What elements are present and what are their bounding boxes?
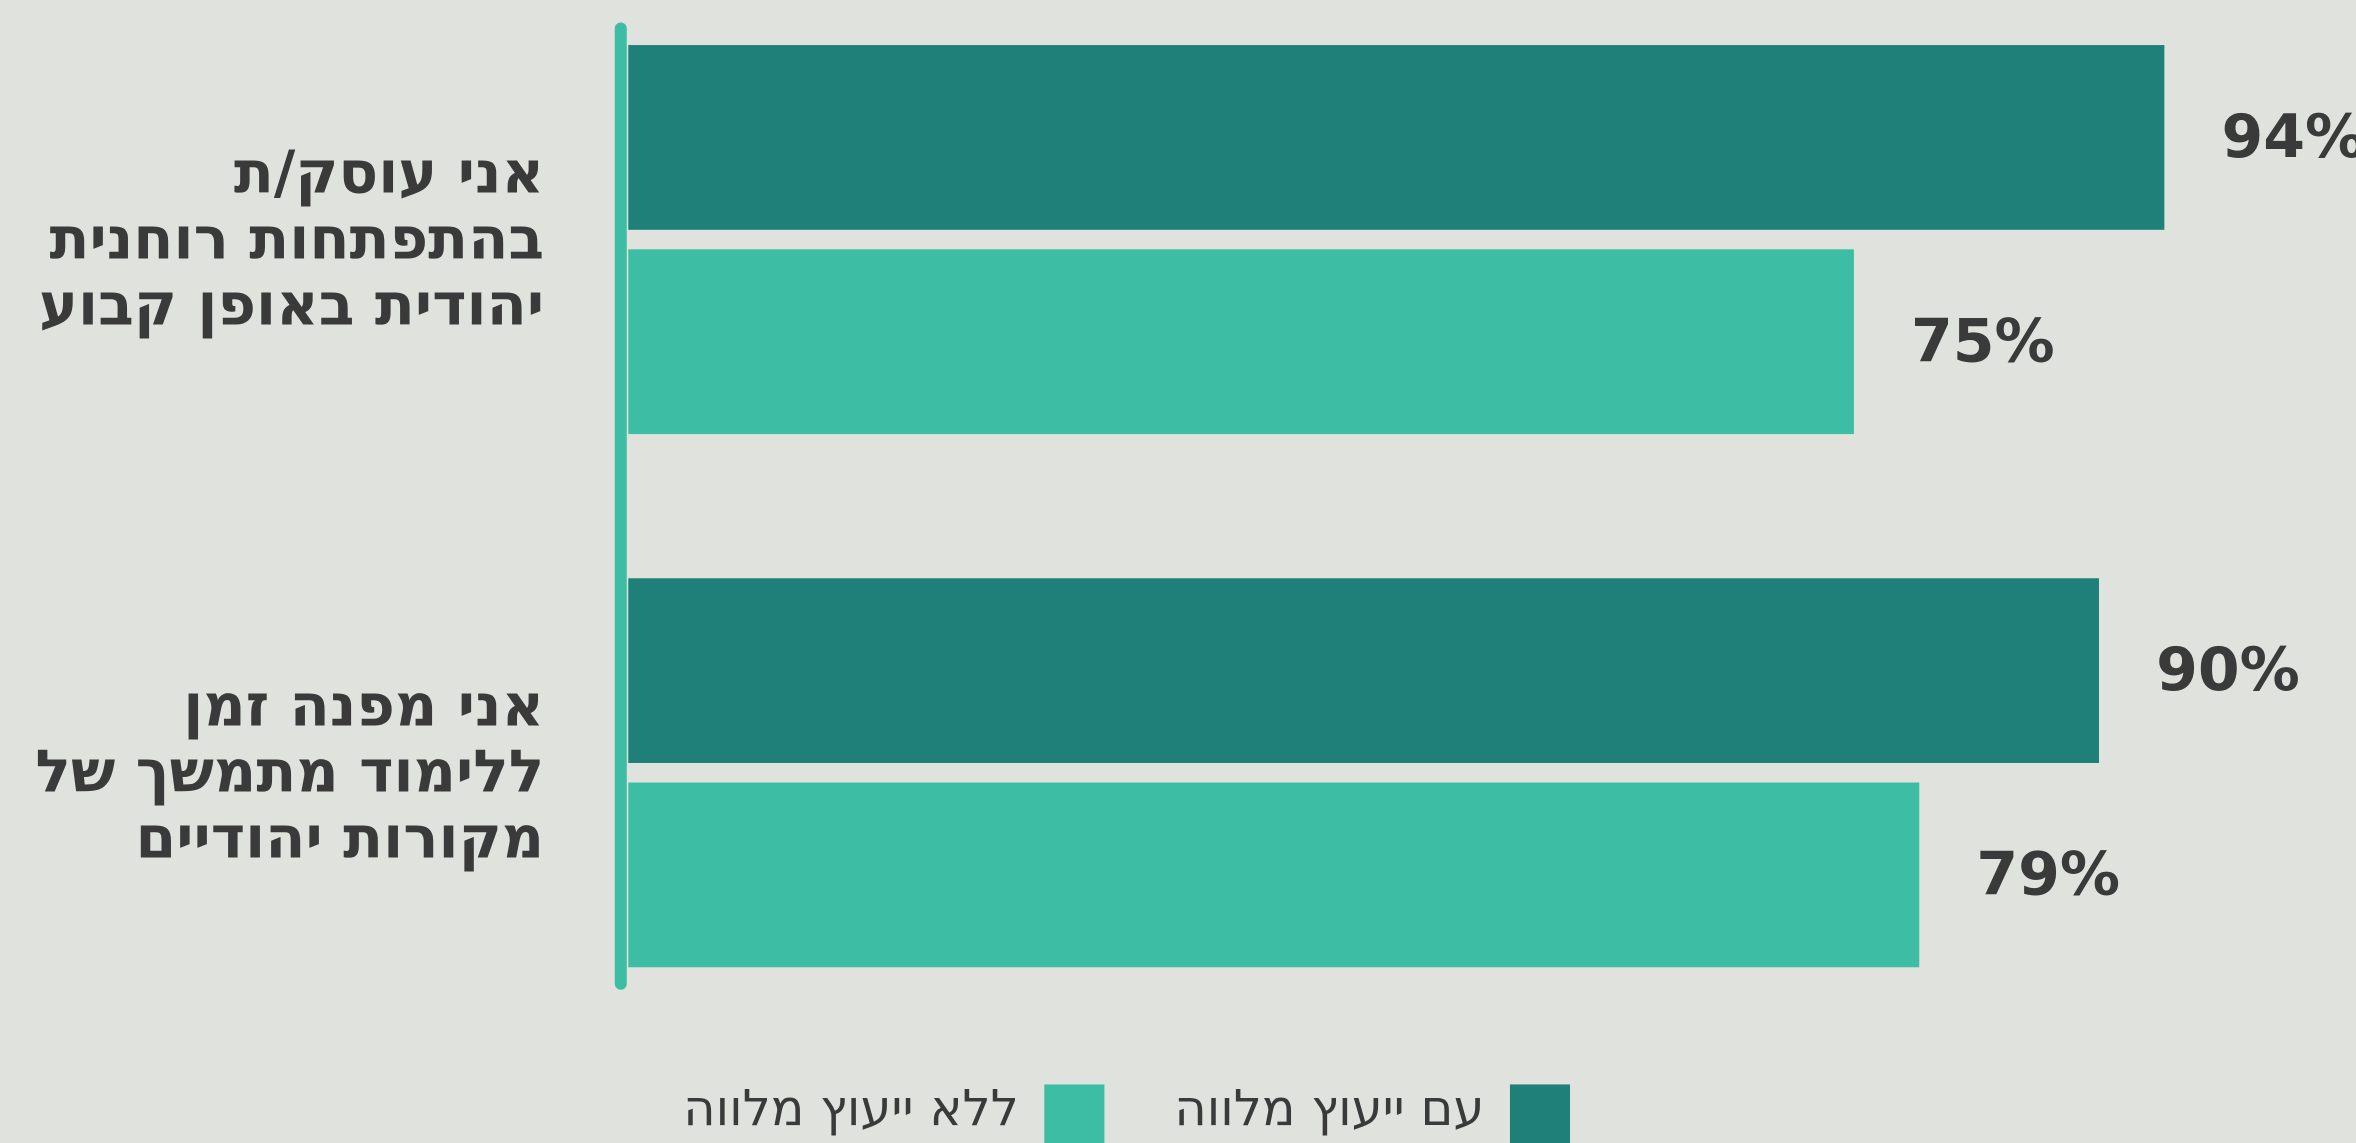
value-label: 90% [2156, 635, 2300, 705]
category-label: אני מפנה זמן ללימוד מתמשך של מקורות יהוד… [35, 672, 545, 872]
legend-swatch [1044, 1084, 1105, 1143]
category-label: אני עוסק/ת בהתפתחות רוחנית יהודית באופן … [38, 138, 545, 339]
value-label: 94% [2221, 102, 2356, 172]
value-label: 79% [1976, 839, 2120, 909]
bar [628, 782, 1920, 968]
value-label: 75% [1911, 306, 2055, 376]
category-text: אני מפנה זמן ללימוד מתמשך של מקורות יהוד… [35, 672, 545, 872]
legend-label: עם ייעוץ מלווה [1174, 1079, 1484, 1137]
legend-swatch [1509, 1084, 1571, 1143]
category-text: אני עוסק/ת בהתפתחות רוחנית יהודית באופן … [38, 138, 545, 339]
bar [628, 45, 2165, 230]
bar [628, 249, 1854, 435]
bar [628, 578, 2100, 764]
legend-label: ללא ייעוץ מלווה [683, 1079, 1019, 1137]
